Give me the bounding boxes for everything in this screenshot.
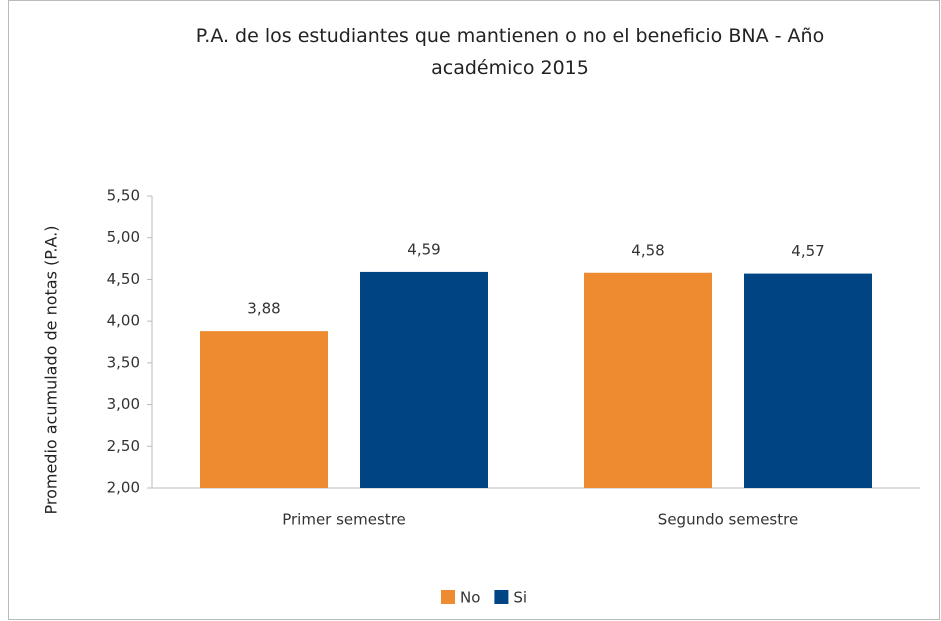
chart-title: P.A. de los estudiantes que mantienen o … xyxy=(195,25,825,79)
y-tick-label: 5,50 xyxy=(107,187,140,205)
y-tick-label: 4,00 xyxy=(107,312,140,330)
legend-label: No xyxy=(460,589,480,607)
bar xyxy=(200,331,328,488)
y-tick-label: 4,50 xyxy=(107,270,140,288)
chart-border xyxy=(8,0,940,620)
y-tick-label: 5,00 xyxy=(107,228,140,246)
bar xyxy=(360,271,488,488)
legend-label: Si xyxy=(513,589,527,607)
x-tick-label: Segundo semestre xyxy=(658,511,798,529)
y-tick-label: 2,50 xyxy=(107,437,140,455)
legend-swatch xyxy=(441,590,455,604)
y-tick-label: 3,50 xyxy=(107,353,140,371)
legend-swatch xyxy=(494,590,509,604)
value-label: 3,88 xyxy=(247,300,280,318)
value-label: 4,57 xyxy=(791,242,824,260)
x-tick-label: Primer semestre xyxy=(282,511,406,529)
value-label: 4,59 xyxy=(407,240,440,258)
y-tick-label: 2,00 xyxy=(107,479,140,497)
bar xyxy=(584,272,712,488)
bar xyxy=(744,273,872,488)
y-axis-label: Promedio acumulado de notas (P.A.) xyxy=(42,225,61,514)
y-tick-label: 3,00 xyxy=(107,395,140,413)
value-label: 4,58 xyxy=(631,241,664,259)
